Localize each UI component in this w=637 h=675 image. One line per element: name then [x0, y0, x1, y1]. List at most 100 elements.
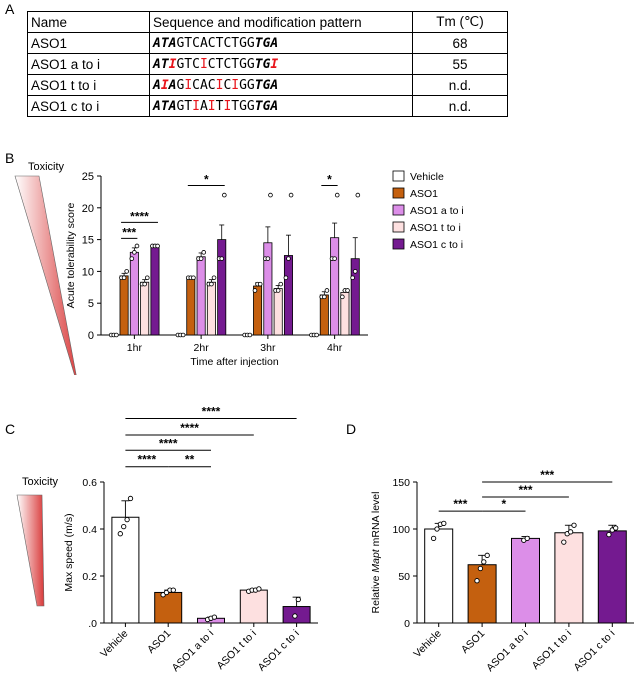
bar: [554, 532, 584, 624]
sequence-segment: TGA: [254, 98, 279, 114]
sequence-segment: I: [199, 56, 208, 72]
data-point: [441, 520, 447, 527]
sequence-segment: GT: [176, 98, 193, 114]
sequence-segment: I: [215, 77, 224, 93]
data-point: [434, 526, 440, 532]
panel-d-label: D: [346, 421, 357, 437]
data-point: [314, 332, 319, 338]
sequence-segment: I: [270, 56, 279, 72]
bar: [330, 237, 340, 336]
legend-label: ASO1 a to i: [410, 205, 464, 217]
sequence-segment: GTC: [176, 56, 200, 72]
row-name: ASO1: [27, 32, 150, 54]
data-point: [345, 288, 350, 293]
data-point: [211, 614, 218, 620]
data-point: [222, 192, 227, 198]
x-tick-label: ASO1 t to i: [530, 628, 574, 672]
row-name: ASO1 t to i: [27, 74, 150, 96]
toxicity-gradient-wedge: [14, 175, 77, 375]
data-point: [288, 192, 294, 198]
data-point: [170, 587, 176, 593]
data-point: [256, 586, 262, 592]
legend-swatch: [392, 187, 405, 199]
data-point: [613, 525, 619, 531]
sequence-segment: I: [184, 77, 193, 93]
table-row: ASO1 a to i ATIGTCICTCTGGTGI 55: [27, 53, 508, 75]
x-tick-label: Vehicle: [98, 628, 131, 661]
data-point: [134, 243, 140, 249]
significance-label: *: [501, 497, 506, 511]
significance-label: ****: [137, 453, 156, 467]
bar: [111, 516, 140, 624]
y-axis-label-part: Relative: [370, 573, 382, 614]
data-point: [198, 256, 204, 261]
row-tm: n.d.: [412, 74, 508, 96]
bar: [217, 239, 227, 336]
data-point: [252, 288, 258, 293]
row-sequence: ATAGTCACTCTGGTGA: [149, 32, 413, 54]
y-axis-label: Relative Mapt mRNA level: [370, 492, 382, 614]
y-tick-label: 20: [82, 203, 94, 215]
data-point: [283, 275, 289, 281]
legend-label: ASO1 t to i: [410, 222, 461, 234]
x-tick-label: ASO1 a to i: [170, 628, 216, 674]
legend-label: ASO1: [410, 188, 438, 200]
legend-swatch: [392, 170, 405, 182]
x-tick-label: 2hr: [194, 342, 210, 354]
x-tick-label: ASO1: [145, 628, 173, 656]
y-tick-label: 10: [82, 266, 94, 278]
y-tick-label: 0.2: [82, 571, 97, 583]
bar: [186, 277, 196, 336]
data-point: [114, 332, 119, 338]
sequence-segment: I: [231, 77, 240, 93]
legend-label: Vehicle: [410, 171, 444, 183]
data-point: [524, 535, 530, 542]
data-point: [129, 256, 135, 261]
sequence-segment: T: [215, 98, 224, 114]
y-tick-label: 0: [404, 618, 410, 630]
data-point: [481, 559, 487, 565]
data-point: [278, 281, 284, 287]
data-point: [265, 256, 271, 261]
panel-b-label: B: [5, 150, 15, 166]
data-point: [180, 332, 186, 338]
sequence-segment: I: [160, 77, 169, 93]
x-tick-label: ASO1 c to i: [256, 628, 302, 674]
row-name: ASO1 c to i: [27, 95, 150, 117]
row-sequence: AIAGICACICIGGTGA: [149, 74, 413, 96]
x-tick-label: 1hr: [127, 342, 143, 354]
y-tick-label: 0.6: [82, 477, 97, 489]
x-tick-label: ASO1 c to i: [571, 628, 617, 674]
data-point: [132, 250, 137, 255]
y-axis-label-part: Mapt: [370, 548, 382, 572]
sequence-segment: I: [223, 98, 232, 114]
y-tick-label: .0: [88, 618, 97, 630]
x-tick-label: ASO1 t to i: [215, 628, 259, 672]
legend-swatch: [392, 221, 405, 233]
data-point: [295, 596, 301, 603]
data-point: [201, 250, 207, 255]
bar: [239, 589, 268, 624]
data-point: [268, 192, 273, 198]
data-point: [124, 269, 129, 274]
sequence-segment: GG: [239, 77, 255, 93]
significance-label: ****: [202, 405, 221, 419]
significance-label: ***: [540, 468, 554, 482]
significance-label: *: [327, 173, 332, 187]
table-row: ASO1 c to i ATAGTIAITITGGTGA n.d.: [27, 95, 508, 117]
data-point: [561, 539, 567, 545]
x-tick-label: ASO1 a to i: [484, 628, 530, 674]
bar: [196, 256, 206, 336]
data-point: [355, 192, 361, 198]
sequence-segment: TG: [254, 56, 271, 72]
bar: [319, 294, 329, 336]
data-point: [219, 256, 225, 261]
data-point: [474, 578, 480, 584]
bar: [206, 281, 216, 336]
row-tm: 55: [412, 53, 508, 75]
sequence-segment: A: [199, 98, 208, 114]
x-tick-label: 4hr: [327, 342, 343, 354]
significance-label: ****: [130, 209, 149, 223]
sequence-table: Name Sequence and modification pattern T…: [27, 11, 508, 117]
data-point: [155, 243, 160, 249]
